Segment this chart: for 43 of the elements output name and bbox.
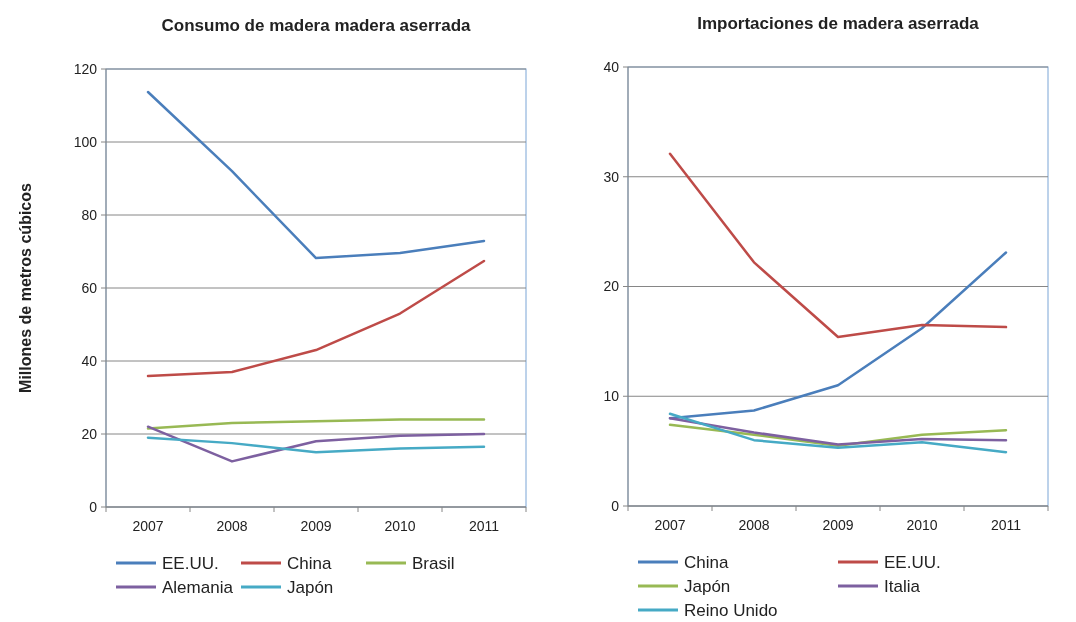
legend-label: EE.UU. — [884, 552, 941, 572]
line-series — [668, 416, 1008, 446]
y-tick-label: 120 — [73, 60, 98, 77]
legend-label: EE.UU. — [162, 553, 219, 573]
legend-label: Japón — [287, 577, 334, 597]
legend-label: Reino Unido — [684, 600, 778, 620]
y-tick-label: 80 — [81, 206, 98, 223]
line-series — [668, 412, 1008, 454]
y-tick-label: 40 — [603, 58, 620, 75]
legend-label: Japón — [684, 576, 731, 596]
line-series — [146, 90, 486, 260]
y-tick-label: 0 — [89, 498, 98, 515]
x-tick-label: 2007 — [654, 517, 686, 533]
y-tick-label: 40 — [81, 352, 98, 369]
x-tick-label: 2009 — [822, 517, 854, 533]
x-tick-label: 2009 — [300, 518, 332, 534]
x-tick-label: 2011 — [990, 517, 1022, 533]
x-tick-label: 2008 — [738, 517, 770, 533]
x-tick-label: 2010 — [384, 518, 416, 534]
legend-label: Alemania — [162, 577, 234, 597]
line-series — [146, 418, 486, 430]
y-tick-label: 10 — [603, 388, 620, 405]
y-tick-label: 100 — [73, 133, 98, 150]
chart-title: Importaciones de madera aserrada — [697, 14, 980, 33]
legend-label: Italia — [884, 576, 921, 596]
legend-label: China — [287, 553, 332, 573]
chart-title: Consumo de madera madera aserrada — [161, 16, 472, 35]
legend-label: Brasil — [412, 553, 455, 573]
line-series — [146, 259, 486, 378]
x-tick-label: 2008 — [216, 518, 248, 534]
line-series — [146, 436, 486, 454]
x-tick-label: 2007 — [132, 518, 164, 534]
y-tick-label: 20 — [81, 425, 98, 442]
line-series — [668, 152, 1008, 339]
y-axis-title: Millones de metros cúbicos — [17, 182, 34, 393]
y-tick-label: 60 — [81, 279, 98, 296]
x-tick-label: 2011 — [468, 518, 500, 534]
line-series — [146, 425, 486, 463]
y-tick-label: 20 — [603, 278, 620, 295]
legend-label: China — [684, 552, 729, 572]
y-tick-label: 30 — [603, 168, 620, 185]
y-tick-label: 0 — [611, 497, 620, 514]
x-tick-label: 2010 — [906, 517, 938, 533]
